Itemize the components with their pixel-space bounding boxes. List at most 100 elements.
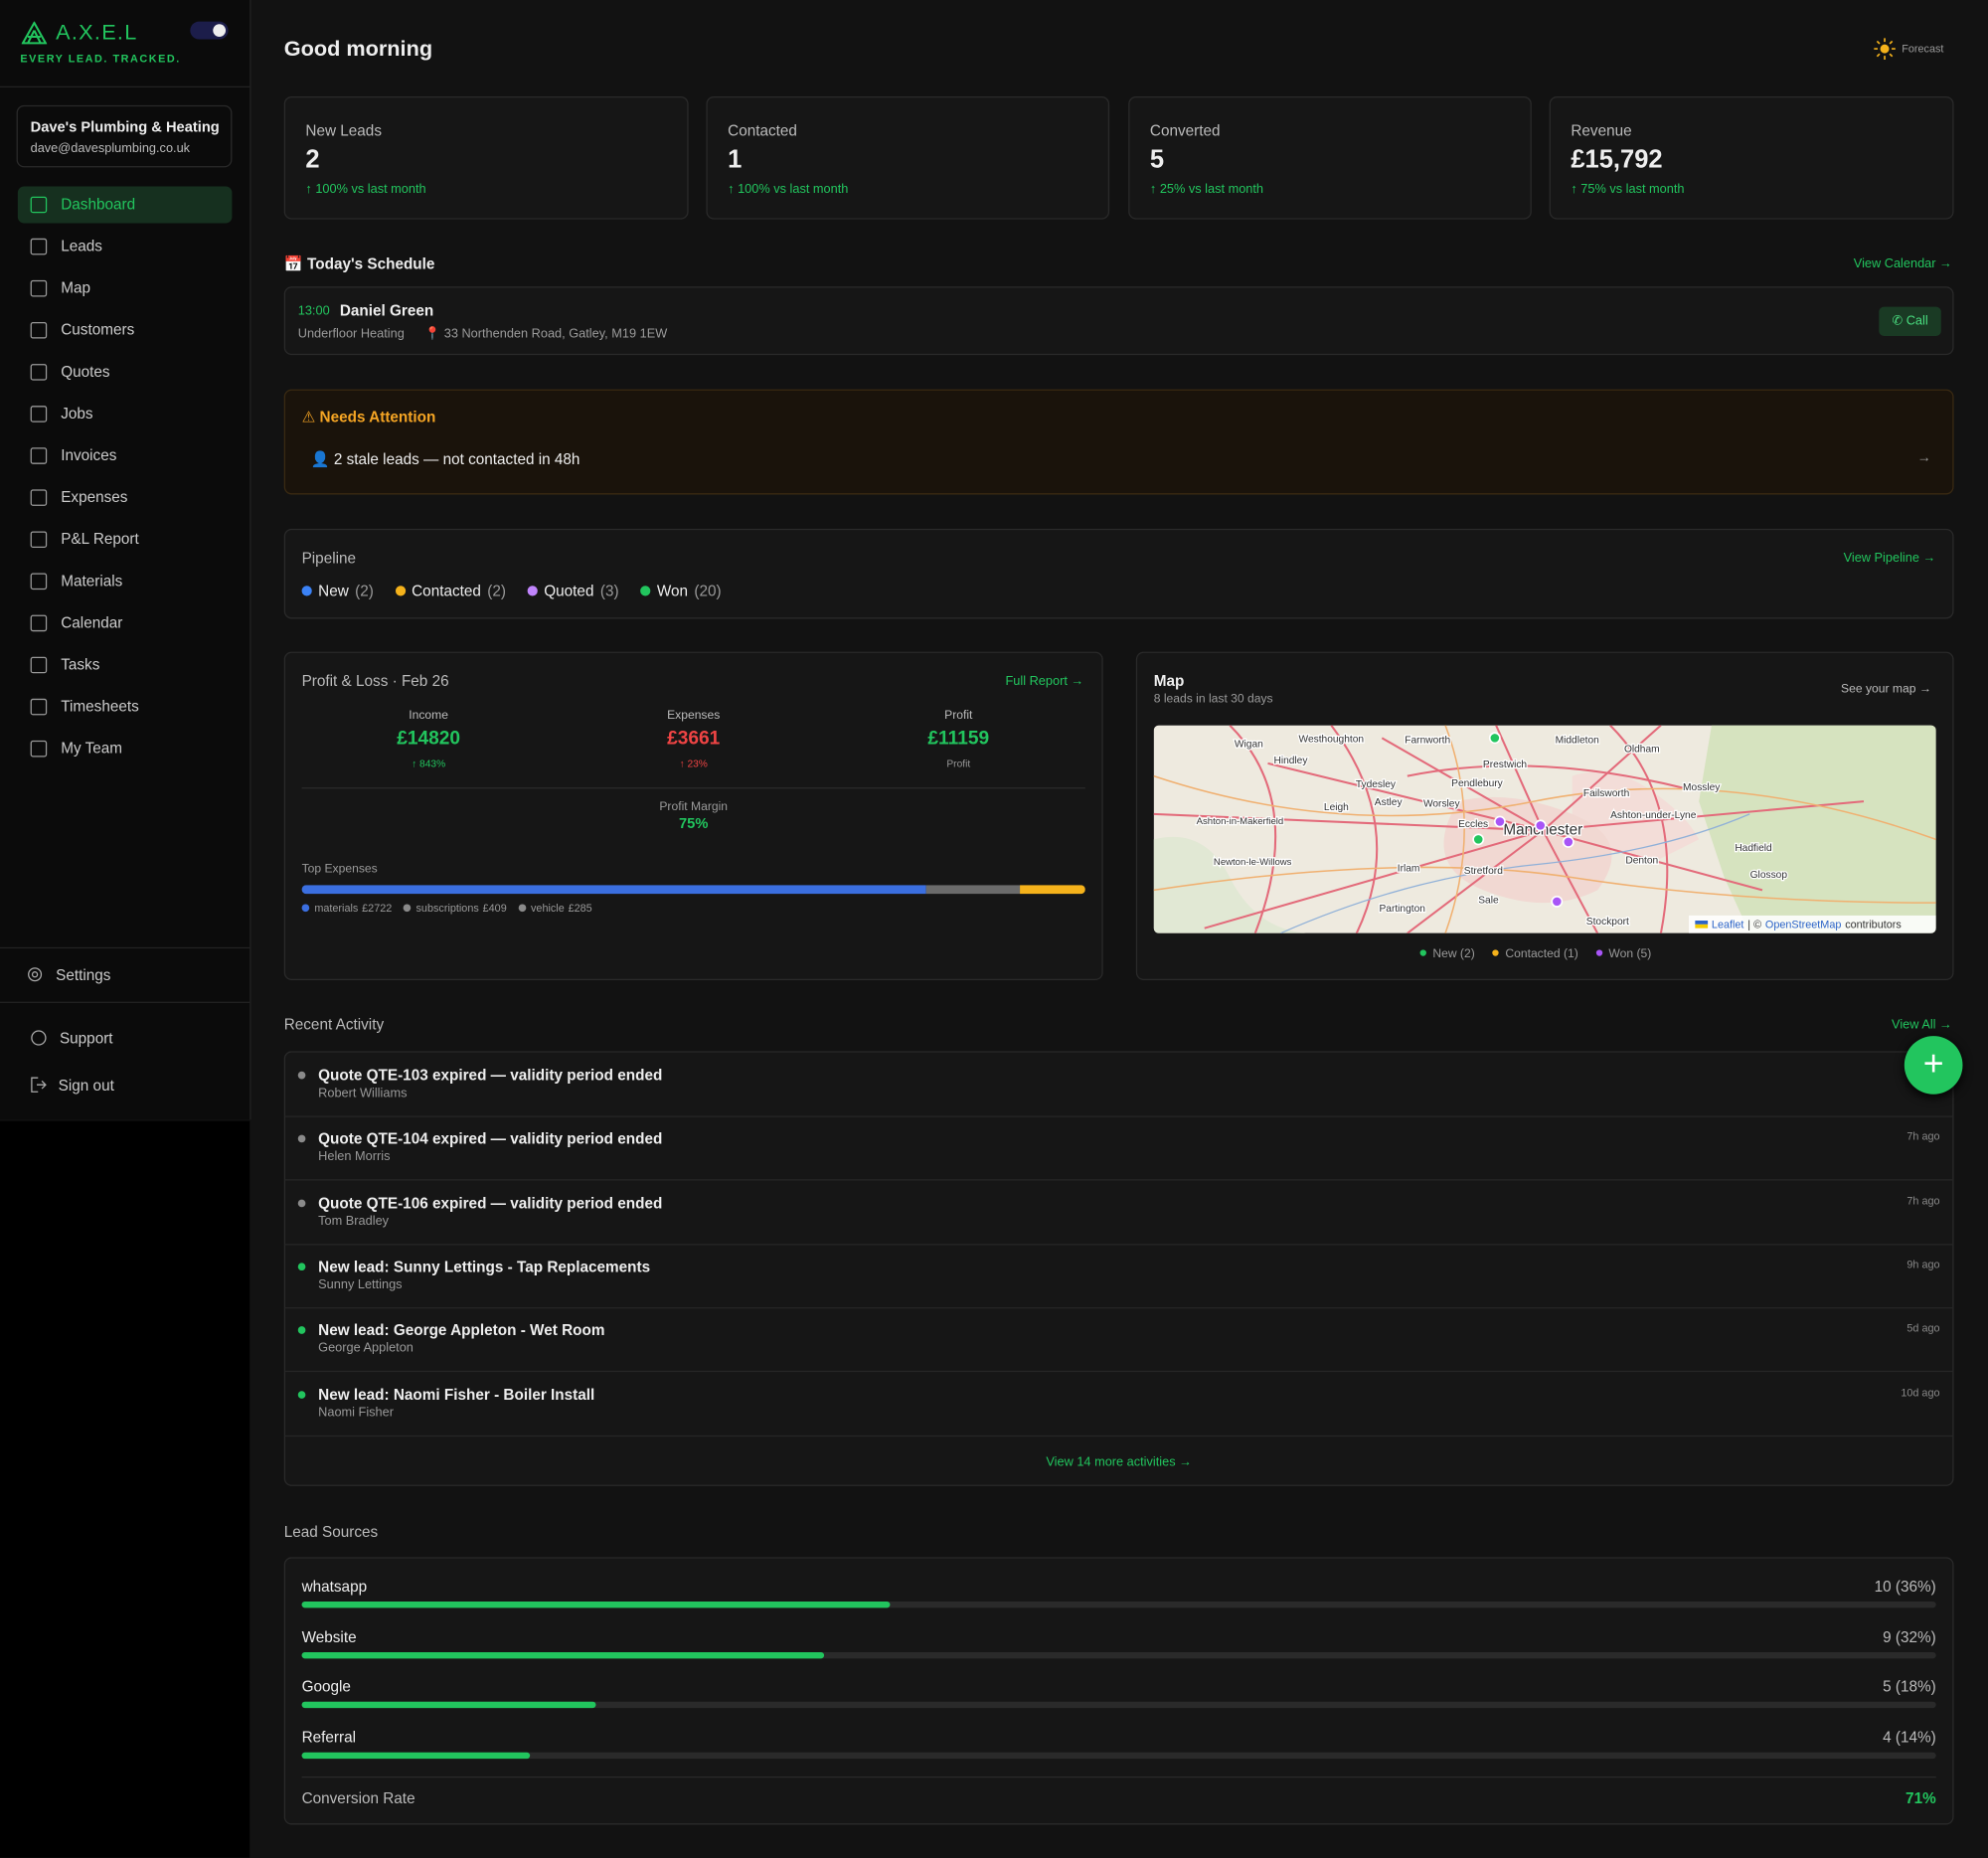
nav-icon (31, 280, 48, 297)
nav-label: P&L Report (61, 530, 139, 548)
stat-change: ↑ 100% vs last month (305, 183, 425, 197)
map-marker[interactable] (1564, 837, 1574, 847)
view-all[interactable]: View All → (1892, 1018, 1952, 1032)
activity-person: Helen Morris (318, 1150, 390, 1164)
nav-label: Timesheets (61, 698, 139, 716)
view-pipeline[interactable]: View Pipeline → (1844, 552, 1936, 566)
map-place: Wigan (1235, 739, 1263, 750)
pnl-label: Profit (857, 709, 1060, 723)
stat-change-text: 75% vs last month (1580, 183, 1684, 197)
call-text: Call (1906, 314, 1928, 328)
address-text: 33 Northenden Road, Gatley, M19 1EW (444, 327, 668, 341)
activity-row[interactable]: New lead: George Appleton - Wet RoomGeor… (285, 1307, 1952, 1372)
divider (302, 787, 1085, 788)
schedule-service: Underfloor Heating (298, 327, 405, 341)
nav-item[interactable]: Tasks (18, 647, 233, 684)
map-place: Stockport (1586, 917, 1629, 928)
nav-item[interactable]: Dashboard (18, 186, 233, 223)
map-place: Tydesley (1356, 779, 1397, 790)
map-marker[interactable] (1536, 820, 1546, 830)
margin-label: Profit Margin (285, 800, 1101, 814)
expense-amount: £285 (569, 902, 592, 915)
attention-arrow[interactable]: → (1917, 450, 1931, 465)
full-report[interactable]: Full Report → (1005, 675, 1083, 689)
activity-row[interactable]: Quote QTE-103 expired — validity period … (285, 1053, 1952, 1117)
nav-item[interactable]: Customers (18, 312, 233, 349)
activity-person: Sunny Lettings (318, 1278, 402, 1292)
forecast-link[interactable]: Forecast (1902, 42, 1943, 55)
nav-item[interactable]: Map (18, 270, 233, 307)
activity-row[interactable]: Quote QTE-104 expired — validity period … (285, 1116, 1952, 1181)
nav-item[interactable]: Calendar (18, 604, 233, 641)
nav-item[interactable]: Jobs (18, 396, 233, 432)
schedule-address: 📍 33 Northenden Road, Gatley, M19 1EW (424, 327, 667, 341)
activity-row[interactable]: New lead: Naomi Fisher - Boiler InstallN… (285, 1371, 1952, 1436)
view-more[interactable]: View 14 more activities → (285, 1455, 1952, 1469)
nav-item[interactable]: P&L Report (18, 521, 233, 558)
map-legend-label: Contacted (1) (1505, 947, 1577, 961)
pnl-label: Expenses (592, 709, 795, 723)
signout-link[interactable]: Sign out (59, 1077, 114, 1095)
expense-bar (302, 885, 1085, 894)
legend-dot (518, 904, 526, 912)
map-place: Newton-le-Willows (1214, 857, 1292, 868)
activity-dot (298, 1135, 306, 1143)
nav-item[interactable]: Materials (18, 563, 233, 599)
stat-change: ↑ 100% vs last month (728, 183, 848, 197)
attention-title: ⚠ Needs Attention (302, 409, 436, 426)
activity-person: Naomi Fisher (318, 1406, 394, 1420)
map-legend-item: Won (5) (1596, 947, 1652, 961)
schedule-card: 13:00 Daniel Green Underfloor Heating 📍 … (284, 286, 1954, 355)
map-marker[interactable] (1495, 816, 1505, 826)
sidebar-below (0, 1121, 249, 1858)
greeting: Good morning (284, 37, 432, 63)
account-card[interactable]: Dave's Plumbing & Heating dave@davesplum… (17, 105, 233, 167)
pipeline-stage[interactable]: Contacted(2) (396, 582, 506, 599)
map-marker[interactable] (1490, 733, 1500, 743)
stat-label: New Leads (305, 121, 382, 139)
expense-amount: £2722 (362, 902, 392, 915)
support-link[interactable]: Support (60, 1030, 113, 1048)
activity-row[interactable]: Quote QTE-106 expired — validity period … (285, 1180, 1952, 1245)
source-name: Google (302, 1677, 351, 1695)
theme-toggle[interactable] (190, 22, 228, 40)
map-marker[interactable] (1473, 834, 1483, 844)
attention-card: ⚠ Needs Attention 👤 2 stale leads — not … (284, 390, 1954, 495)
nav-label: Leads (61, 238, 102, 255)
map-place: Hadfield (1735, 843, 1772, 854)
attention-item[interactable]: 👤 2 stale leads — not contacted in 48h (310, 450, 580, 468)
divider (0, 86, 249, 87)
map-marker[interactable] (1552, 897, 1562, 907)
schedule-title: 📅 Today's Schedule (284, 254, 435, 272)
nav-label: Tasks (61, 655, 99, 673)
nav-item[interactable]: Leads (18, 229, 233, 265)
activity-dot (298, 1263, 306, 1270)
expense-name: subscriptions (416, 902, 479, 915)
pipeline-stage[interactable]: New(2) (302, 582, 374, 599)
map-view[interactable]: WiganWesthoughtonFarnworthMiddletonOldha… (1154, 726, 1936, 933)
see-map[interactable]: See your map → (1841, 682, 1931, 696)
pipeline-stage[interactable]: Won(20) (640, 582, 721, 599)
view-calendar[interactable]: View Calendar → (1854, 257, 1952, 271)
map-place: Ashton-under-Lyne (1610, 810, 1697, 821)
divider (0, 1002, 249, 1003)
nav-item[interactable]: My Team (18, 731, 233, 767)
settings-link[interactable]: Settings (56, 966, 110, 984)
pnl-note: ↑ 23% (592, 759, 795, 769)
nav-item[interactable]: Quotes (18, 354, 233, 391)
activity-time: 7h ago (1906, 1194, 1939, 1207)
source-bar (302, 1752, 531, 1758)
nav-icon (31, 531, 48, 548)
nav-item[interactable]: Invoices (18, 437, 233, 474)
expense-name: vehicle (531, 902, 565, 915)
nav-item[interactable]: Timesheets (18, 689, 233, 726)
activity-row[interactable]: New lead: Sunny Lettings - Tap Replaceme… (285, 1244, 1952, 1308)
nav-icon (31, 699, 48, 716)
pipeline-stage[interactable]: Quoted(3) (528, 582, 619, 599)
nav-item[interactable]: Expenses (18, 479, 233, 516)
stage-count: (3) (600, 582, 619, 599)
activity-time: 9h ago (1906, 1258, 1939, 1270)
call-button[interactable]: ✆ Call (1879, 307, 1941, 336)
fab-add[interactable]: + (1905, 1036, 1963, 1095)
